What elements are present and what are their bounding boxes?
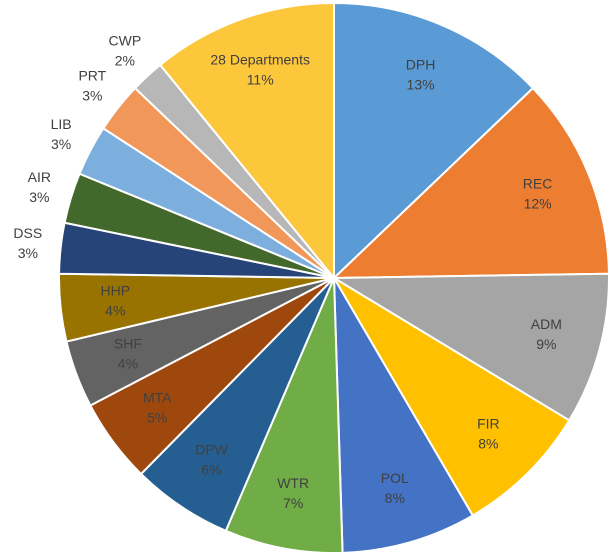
slice-label: AIR	[28, 169, 51, 185]
slice-label: ADM	[531, 316, 562, 332]
value-label: 3%	[18, 245, 38, 261]
value-label: 5%	[147, 410, 167, 426]
pie-slice	[333, 1, 535, 281]
slice-label: FIR	[477, 415, 500, 431]
value-label: 4%	[118, 356, 138, 372]
slice-label: DPH	[406, 56, 436, 72]
value-label: 12%	[524, 195, 552, 211]
slice-label: SHF	[114, 336, 142, 352]
pie-slice	[330, 272, 610, 422]
value-label: 4%	[105, 303, 125, 319]
slice-label: CWP	[109, 33, 142, 49]
slice-label: DPW	[195, 441, 228, 457]
pie-slice	[331, 86, 610, 280]
pie-slice	[333, 277, 475, 554]
value-label: 9%	[536, 336, 556, 352]
slice-label: MTA	[143, 390, 172, 406]
pie-slice	[158, 1, 335, 281]
slice-label: HHP	[101, 283, 131, 299]
value-label: 11%	[247, 71, 274, 87]
slice-label: PRT	[78, 68, 106, 84]
value-label: 2%	[115, 53, 135, 69]
value-label: 3%	[29, 189, 49, 205]
slice-label: DSS	[13, 225, 42, 241]
pie-slice	[224, 277, 344, 554]
value-label: 8%	[478, 435, 498, 451]
slice-label: 28 Departments	[210, 51, 310, 67]
value-label: 8%	[385, 490, 405, 506]
slice-label: POL	[381, 470, 409, 486]
value-label: 3%	[82, 88, 102, 104]
slice-label: REC	[523, 175, 553, 191]
pie-slice	[333, 277, 571, 517]
slice-label: WTR	[277, 475, 309, 491]
value-label: 3%	[51, 136, 71, 152]
slice-label: LIB	[51, 116, 72, 132]
value-label: 7%	[283, 495, 303, 511]
value-label: 13%	[407, 76, 435, 92]
value-label: 6%	[201, 461, 221, 477]
